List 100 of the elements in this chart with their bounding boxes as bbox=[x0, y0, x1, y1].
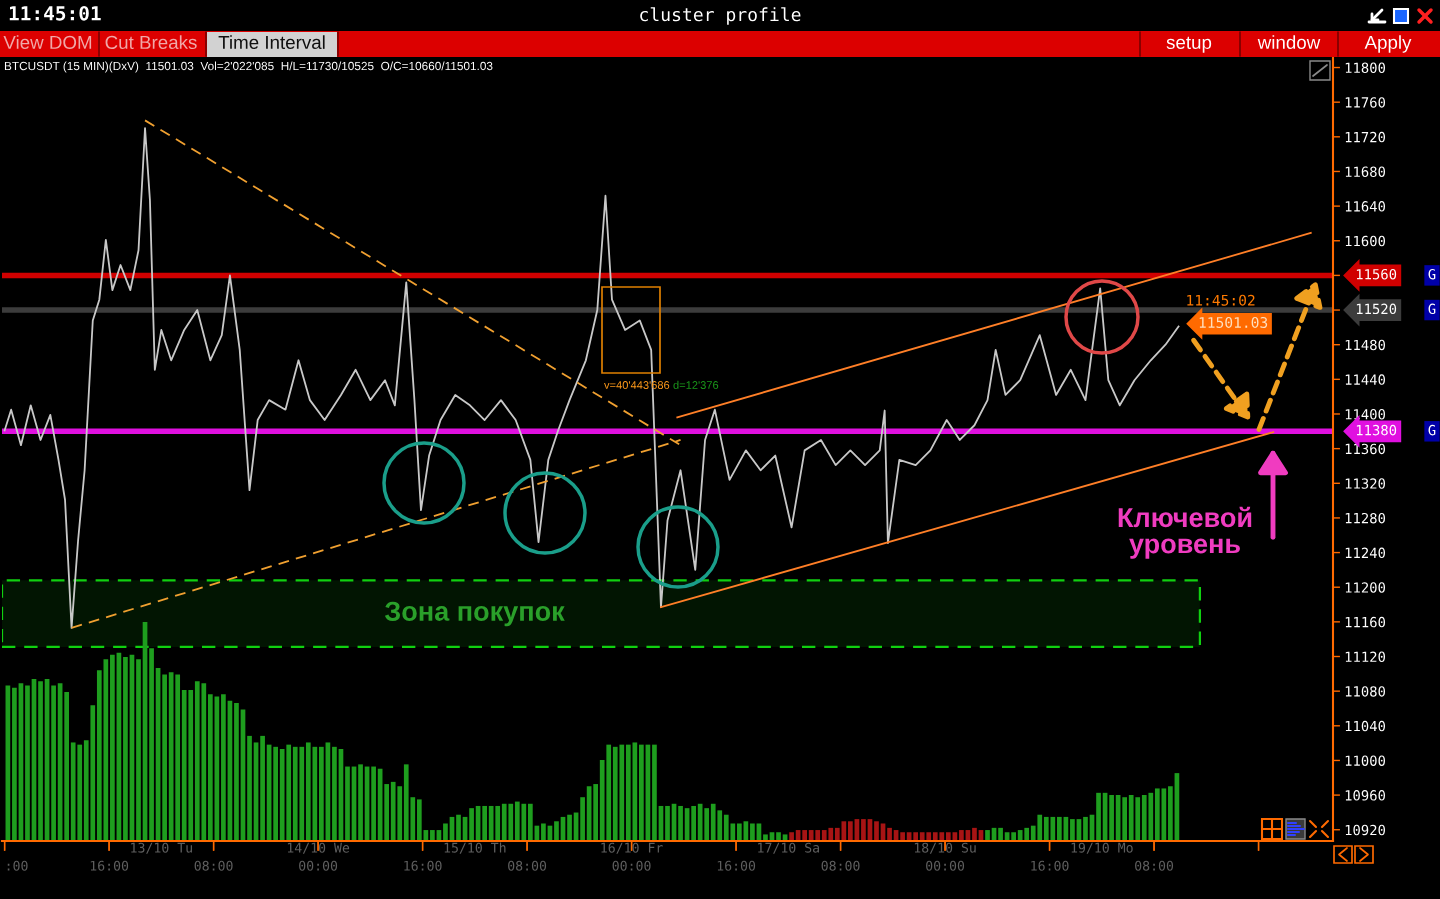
x2-tick-label: 15/10 Th bbox=[444, 842, 506, 854]
y-tick-label: 11320 bbox=[1345, 478, 1386, 489]
y-tick-label: 11600 bbox=[1345, 235, 1386, 247]
y-tick-label: 11680 bbox=[1345, 166, 1386, 177]
bar bbox=[469, 808, 474, 841]
bar bbox=[110, 654, 115, 841]
y-tick-label: 11160 bbox=[1345, 616, 1386, 628]
bar bbox=[528, 803, 533, 841]
bar bbox=[593, 784, 599, 841]
bar bbox=[887, 827, 892, 841]
bar bbox=[416, 799, 422, 841]
bar bbox=[691, 805, 696, 841]
text: window bbox=[1257, 35, 1321, 50]
x2-tick-label: 16/10 Fr bbox=[601, 842, 663, 854]
bar bbox=[247, 735, 252, 841]
bar bbox=[38, 681, 43, 841]
x-tick-label: :00 bbox=[7, 860, 28, 871]
text: G bbox=[1428, 424, 1436, 436]
bar bbox=[913, 832, 919, 841]
y-tick-label: 11400 bbox=[1345, 408, 1386, 420]
bar bbox=[1057, 816, 1062, 841]
bar bbox=[972, 827, 977, 841]
text: View DOM bbox=[3, 35, 92, 50]
y-tick-label: 10920 bbox=[1345, 824, 1386, 836]
bar bbox=[1070, 819, 1075, 841]
bar bbox=[1011, 832, 1016, 841]
y-tick-label: 11280 bbox=[1345, 512, 1386, 524]
bar bbox=[900, 832, 905, 841]
annotation: d=12'376 bbox=[673, 380, 719, 389]
x-tick-label: 16:00 bbox=[404, 860, 442, 871]
x-tick-label: 00:00 bbox=[299, 860, 338, 871]
bar bbox=[1122, 797, 1128, 841]
y-tick-label: 11000 bbox=[1345, 755, 1386, 766]
annotation: 11:45:02 bbox=[1187, 294, 1255, 306]
bar bbox=[443, 823, 448, 841]
annotation: 11501.03 bbox=[1199, 316, 1268, 328]
text: G bbox=[1428, 303, 1436, 315]
band-label: Зона покупок bbox=[384, 601, 565, 627]
bar bbox=[959, 830, 964, 841]
x-tick-label: 00:00 bbox=[612, 860, 651, 871]
ref-line-label: 11380 bbox=[1356, 424, 1397, 436]
bar bbox=[12, 687, 17, 841]
text: setup bbox=[1166, 36, 1212, 53]
text: Cut Breaks bbox=[105, 35, 197, 50]
y-tick-label: 11480 bbox=[1345, 339, 1386, 351]
x-tick-label: 08:00 bbox=[194, 860, 233, 871]
y-tick-label: 11760 bbox=[1345, 97, 1386, 108]
ref-line-label: 11560 bbox=[1356, 268, 1397, 280]
y-tick-label: 11440 bbox=[1345, 374, 1386, 385]
y-tick-label: 10960 bbox=[1345, 790, 1386, 801]
bar bbox=[652, 744, 657, 841]
bar bbox=[1096, 792, 1101, 841]
bar bbox=[234, 703, 239, 841]
bar bbox=[1109, 795, 1114, 841]
ref-line-label: 11520 bbox=[1356, 303, 1397, 315]
text: Time Interval bbox=[218, 35, 325, 50]
x2-tick-label: 14/10 We bbox=[287, 842, 350, 854]
text: G bbox=[1428, 268, 1436, 280]
x-tick-label: 00:00 bbox=[926, 860, 965, 871]
bar bbox=[567, 814, 572, 841]
y-tick-label: 11640 bbox=[1345, 201, 1386, 212]
x-tick-label: 08:00 bbox=[508, 860, 547, 871]
bar bbox=[430, 830, 435, 841]
bar bbox=[273, 746, 278, 841]
bar bbox=[25, 685, 30, 841]
bar bbox=[1168, 786, 1173, 841]
bar bbox=[789, 832, 794, 841]
bar bbox=[123, 657, 128, 841]
bar bbox=[149, 648, 154, 841]
bar bbox=[541, 823, 546, 841]
bar bbox=[750, 823, 755, 841]
bar bbox=[998, 827, 1003, 841]
x-tick-label: 16:00 bbox=[90, 860, 129, 871]
bar bbox=[874, 821, 879, 841]
y-tick-label: 11240 bbox=[1345, 547, 1386, 559]
chart-title: cluster profile bbox=[640, 7, 801, 25]
bar bbox=[319, 746, 324, 841]
bar bbox=[64, 692, 70, 841]
bar bbox=[678, 805, 683, 841]
bar bbox=[162, 674, 167, 841]
y-tick-label: 11120 bbox=[1345, 651, 1386, 663]
bar bbox=[665, 805, 670, 841]
bar bbox=[985, 830, 990, 841]
bar bbox=[580, 797, 585, 841]
bar bbox=[802, 830, 807, 841]
x-tick-label: 08:00 bbox=[1135, 860, 1174, 871]
bar bbox=[736, 823, 742, 841]
bar bbox=[554, 821, 559, 841]
x2-tick-label: 19/10 Mo bbox=[1071, 842, 1133, 854]
bar bbox=[763, 834, 768, 841]
bar bbox=[345, 766, 350, 841]
bar bbox=[207, 694, 213, 841]
bar bbox=[384, 784, 390, 841]
bar bbox=[260, 735, 265, 841]
bar bbox=[51, 685, 56, 841]
x-tick-label: 16:00 bbox=[717, 860, 756, 871]
bar bbox=[1083, 816, 1088, 841]
bar bbox=[848, 821, 853, 841]
y-tick-label: 11040 bbox=[1345, 720, 1386, 732]
bar bbox=[482, 805, 487, 841]
